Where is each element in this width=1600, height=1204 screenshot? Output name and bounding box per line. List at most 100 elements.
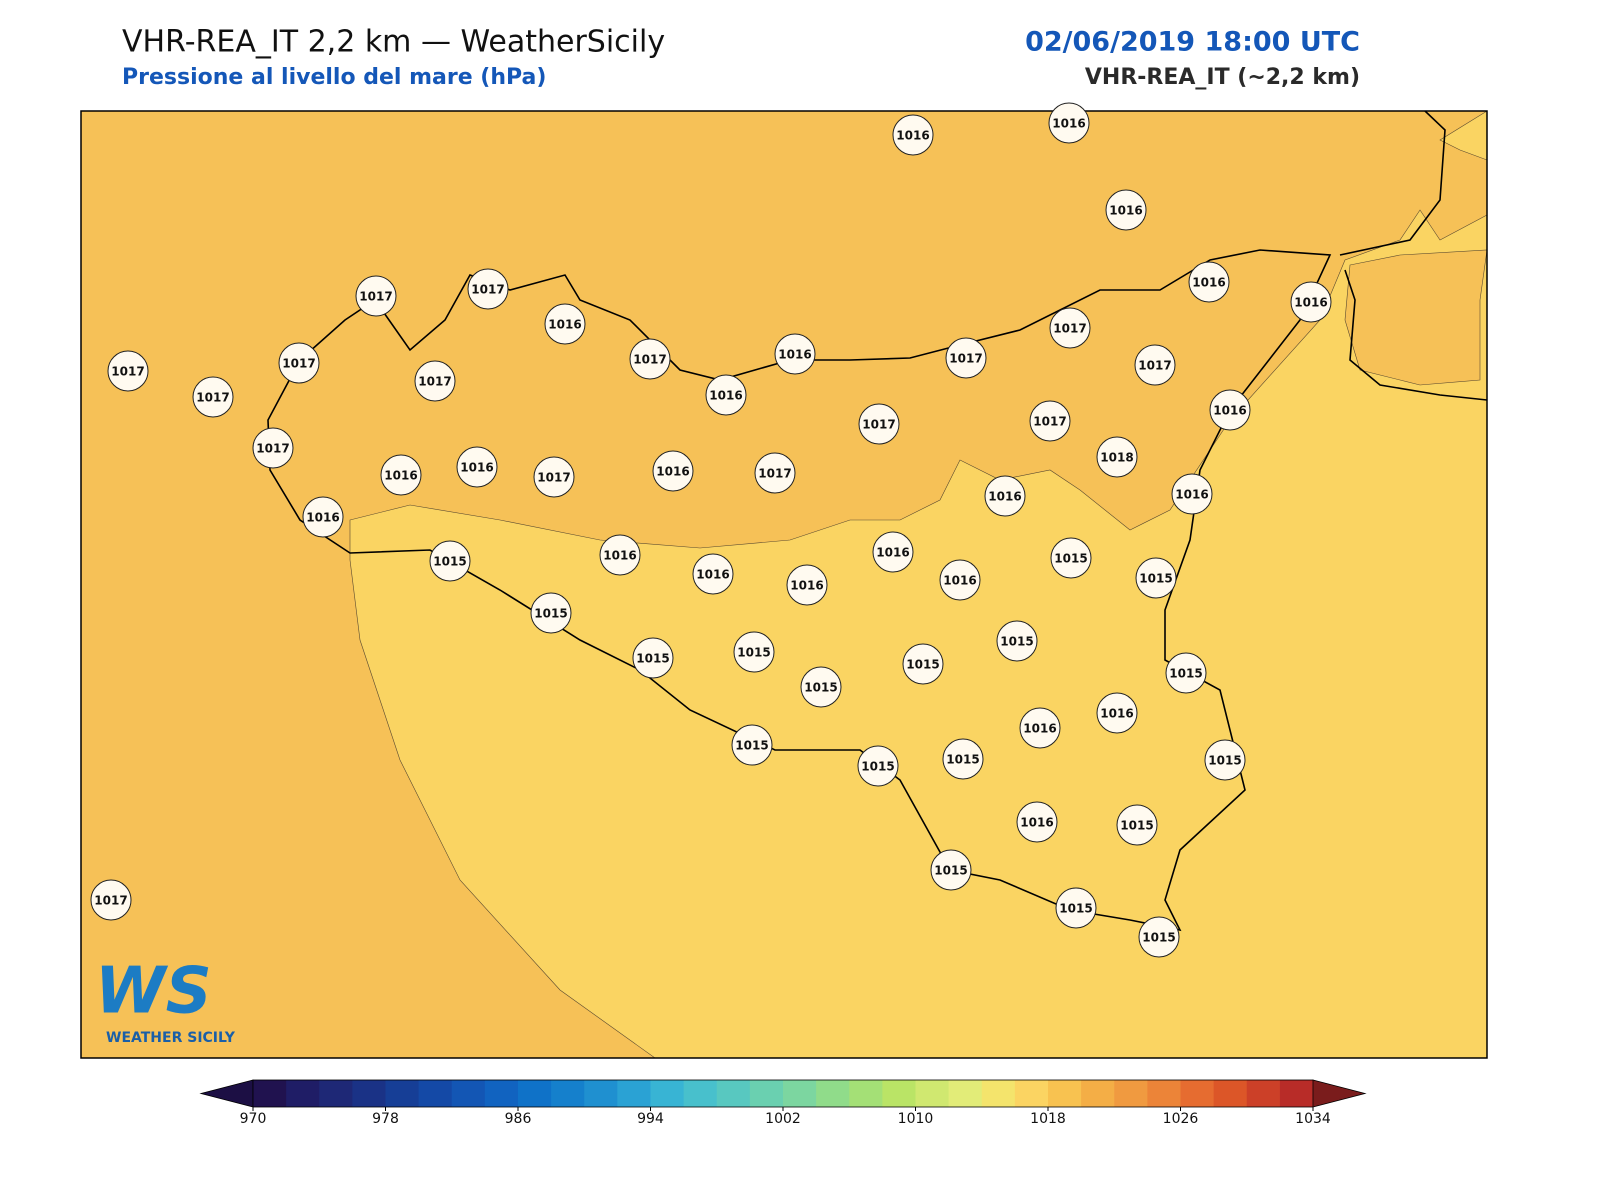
stations: 1016 1016 1016 1017 1017 1016 1016 1016 1017 1017…	[90, 102, 1332, 958]
station-marker	[872, 531, 914, 573]
station-value: 1016	[1109, 204, 1142, 218]
logo: WS WEATHER SICILY	[95, 955, 236, 1046]
station-marker	[544, 303, 586, 345]
station-marker	[1105, 189, 1147, 231]
map	[80, 110, 1488, 1059]
station-marker	[754, 452, 796, 494]
station-value: 1017	[1138, 359, 1171, 373]
station-value: 1016	[384, 469, 417, 483]
colorbar-bin	[981, 1080, 1016, 1107]
station-value: 1017	[256, 442, 289, 456]
station-value: 1016	[1175, 488, 1208, 502]
station-value: 1016	[896, 129, 929, 143]
station-value: 1015	[1142, 931, 1175, 945]
station-marker	[892, 114, 934, 156]
station-marker	[355, 275, 397, 317]
station-value: 1016	[988, 490, 1021, 504]
station-value: 1017	[359, 290, 392, 304]
station-marker	[429, 540, 471, 582]
station-marker	[945, 337, 987, 379]
station-value: 1017	[1033, 415, 1066, 429]
station-value: 1015	[1000, 635, 1033, 649]
station-value: 1016	[1100, 707, 1133, 721]
station-marker	[599, 534, 641, 576]
station-marker	[1135, 557, 1177, 599]
station-marker	[1048, 102, 1090, 144]
colorbar-bin	[385, 1080, 420, 1107]
colorbar-bin	[1246, 1080, 1281, 1107]
station-marker	[1050, 537, 1092, 579]
station-value: 1017	[537, 471, 570, 485]
station-marker	[652, 450, 694, 492]
station-marker	[533, 456, 575, 498]
colorbar-tick-label: 1018	[1030, 1111, 1066, 1127]
station-marker	[996, 620, 1038, 662]
station-marker	[252, 427, 294, 469]
station-value: 1017	[633, 353, 666, 367]
colorbar-tick-label: 994	[637, 1111, 664, 1127]
station-value: 1015	[1120, 819, 1153, 833]
station-marker	[380, 454, 422, 496]
station-value: 1016	[1213, 404, 1246, 418]
colorbar-bin	[1114, 1080, 1148, 1107]
colorbar-bin	[816, 1080, 850, 1107]
colorbar-bin	[253, 1080, 287, 1107]
colorbar-bin	[551, 1080, 585, 1107]
station-marker	[774, 333, 816, 375]
station-marker	[984, 475, 1026, 517]
station-value: 1017	[196, 391, 229, 405]
colorbar-bin	[1081, 1080, 1115, 1107]
station-value: 1016	[1192, 276, 1225, 290]
station-marker	[705, 374, 747, 416]
station-value: 1015	[636, 652, 669, 666]
colorbar-bin	[749, 1080, 784, 1107]
station-value: 1016	[656, 465, 689, 479]
colorbar-bin	[1213, 1080, 1248, 1107]
station-marker	[1055, 887, 1097, 929]
station-value: 1016	[1052, 117, 1085, 131]
station-marker	[1171, 473, 1213, 515]
station-value: 1015	[804, 681, 837, 695]
station-value: 1015	[1208, 754, 1241, 768]
datetime: 02/06/2019 18:00 UTC	[1025, 27, 1360, 58]
station-marker	[1138, 916, 1180, 958]
colorbar-bin	[1279, 1080, 1314, 1107]
colorbar-tick-label: 978	[372, 1111, 399, 1127]
station-marker	[1290, 281, 1332, 323]
map-frame	[80, 110, 1488, 1059]
colorbar-bin	[1014, 1080, 1049, 1107]
station-value: 1016	[778, 348, 811, 362]
station-value: 1017	[94, 894, 127, 908]
station-value: 1016	[709, 389, 742, 403]
station-value: 1015	[433, 555, 466, 569]
station-value: 1017	[111, 365, 144, 379]
logo-initials: WS	[95, 955, 212, 1029]
colorbar-tick-label: 986	[505, 1111, 532, 1127]
station-value: 1016	[460, 461, 493, 475]
station-value: 1017	[758, 467, 791, 481]
field-high	[1344, 249, 1488, 386]
station-value: 1017	[949, 352, 982, 366]
station-marker	[733, 631, 775, 673]
station-value: 1016	[548, 318, 581, 332]
station-value: 1017	[282, 357, 315, 371]
colorbar-tick-label: 1010	[898, 1111, 934, 1127]
colorbar-over	[1312, 1079, 1367, 1108]
station-marker	[530, 592, 572, 634]
station-marker	[1188, 261, 1230, 303]
field-low	[349, 209, 1488, 1059]
station-marker	[1019, 707, 1061, 749]
station-value: 1015	[1059, 902, 1092, 916]
colorbar-tick-label: 1002	[765, 1111, 801, 1127]
station-marker	[731, 724, 773, 766]
station-marker	[1096, 436, 1138, 478]
coastline	[1344, 269, 1488, 401]
colorbar-under	[199, 1079, 254, 1108]
colorbar-bin	[716, 1080, 751, 1107]
coastline	[1339, 110, 1446, 256]
colorbar-bin	[518, 1080, 552, 1107]
station-marker	[1165, 652, 1207, 694]
colorbar-bin	[484, 1080, 519, 1107]
colorbar-bin	[319, 1080, 353, 1107]
station-marker	[1209, 389, 1251, 431]
